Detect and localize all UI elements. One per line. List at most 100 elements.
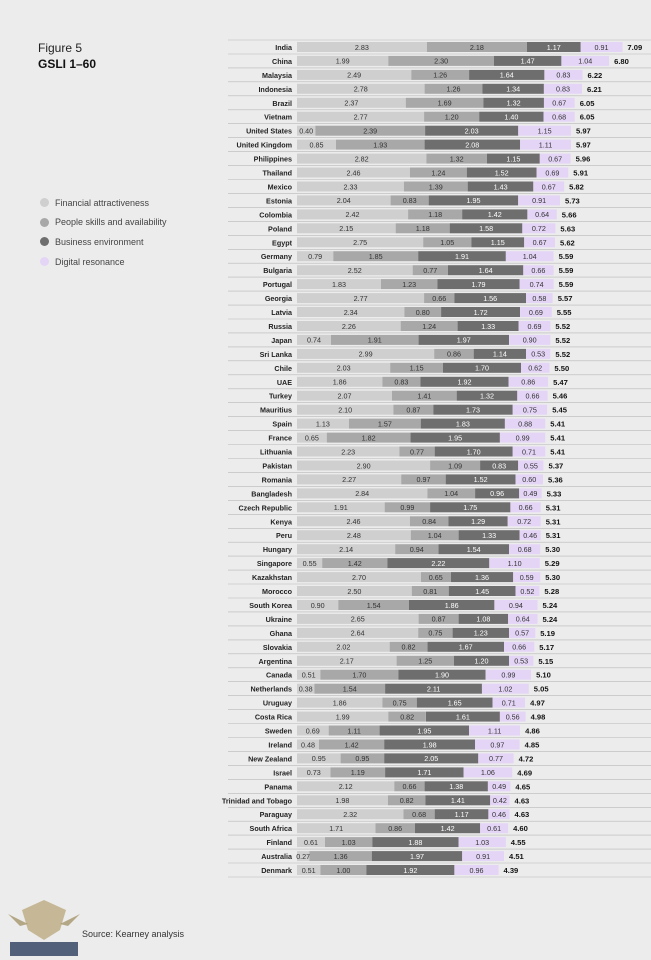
value-label-new-zealand-0: 0.95 (312, 754, 326, 763)
value-label-lithuania-3: 0.71 (522, 447, 536, 456)
value-label-canada-3: 0.99 (501, 671, 515, 680)
bar-segment-sri-lanka-2 (473, 348, 526, 359)
bar-segment-india-2 (527, 42, 581, 52)
total-label-israel: 4.69 (517, 768, 532, 777)
value-label-argentina-2: 1.20 (475, 657, 489, 666)
bar-segment-thailand-1 (409, 167, 467, 178)
value-label-kenya-0: 2.46 (347, 517, 361, 526)
bar-segment-spain-1 (348, 418, 421, 429)
value-label-sri-lanka-3: 0.53 (531, 350, 545, 359)
bar-segment-finland-1 (325, 837, 373, 848)
value-label-costa-rica-2: 1.61 (456, 712, 470, 721)
value-label-germany-3: 1.04 (523, 252, 537, 261)
value-label-israel-3: 1.06 (481, 768, 495, 777)
total-label-russia: 5.52 (555, 322, 570, 331)
value-label-ukraine-2: 1.08 (476, 615, 490, 624)
bar-segment-canada-2 (398, 669, 486, 680)
bar-segment-sweden-3 (469, 725, 520, 736)
bar-segment-romania-1 (401, 474, 446, 485)
value-label-singapore-0: 0.55 (303, 559, 317, 568)
country-label-panama: Panama (264, 782, 293, 791)
value-label-uae-2: 1.92 (458, 378, 472, 387)
value-label-sri-lanka-0: 2.99 (359, 350, 373, 359)
value-label-sweden-2: 1.95 (417, 726, 431, 735)
value-label-canada-1: 1.70 (352, 671, 366, 680)
bar-segment-japan-1 (331, 334, 419, 345)
bar-segment-ireland-2 (384, 739, 476, 750)
total-label-singapore: 5.29 (545, 559, 560, 568)
bar-segment-ireland-0 (297, 739, 319, 750)
country-label-hungary: Hungary (263, 545, 292, 554)
total-label-turkey: 5.46 (553, 392, 568, 401)
value-label-philippines-3: 0.67 (548, 154, 562, 163)
value-label-australia-0: 0.27 (296, 852, 310, 861)
bar-segment-philippines-1 (426, 153, 487, 164)
bar-segment-india-0 (297, 42, 427, 52)
bar-segment-vietnam-0 (297, 111, 425, 122)
bar-segment-panama-2 (424, 781, 488, 792)
value-label-estonia-1: 0.83 (403, 196, 417, 205)
country-label-south-africa: South Africa (250, 824, 293, 833)
bar-segment-sweden-1 (328, 725, 380, 736)
bar-segment-ghana-3 (509, 627, 536, 638)
total-label-poland: 5.63 (560, 224, 575, 233)
value-label-united-states-0: 0.40 (299, 127, 313, 136)
value-label-uruguay-2: 1.65 (448, 698, 462, 707)
bar-segment-united-states-3 (518, 125, 571, 136)
bar-segment-hungary-0 (297, 544, 396, 555)
value-label-morocco-1: 0.81 (423, 587, 437, 596)
legend-swatch-digital (40, 257, 49, 267)
bar-segment-south-africa-3 (480, 823, 509, 834)
bar-segment-mexico-2 (467, 181, 534, 192)
country-label-colombia: Colombia (259, 210, 293, 219)
bar-segment-indonesia-3 (543, 83, 582, 94)
country-label-sri-lanka: Sri Lanka (260, 350, 293, 359)
bar-segment-israel-3 (463, 767, 513, 778)
bar-segment-mauritius-2 (433, 404, 513, 415)
bar-segment-germany-2 (418, 251, 506, 262)
value-label-uae-1: 0.83 (394, 378, 408, 387)
legend-label-digital: Digital resonance (55, 256, 125, 267)
value-label-costa-rica-1: 0.82 (400, 712, 414, 721)
bar-segment-pakistan-2 (480, 460, 519, 471)
legend-swatch-financial (40, 198, 49, 208)
value-label-argentina-1: 1.25 (418, 657, 432, 666)
bar-segment-argentina-3 (509, 655, 534, 666)
value-label-lithuania-0: 2.23 (341, 447, 355, 456)
legend-label-people: People skills and availability (55, 217, 167, 228)
value-label-thailand-2: 1.52 (495, 168, 509, 177)
bar-segment-estonia-2 (428, 195, 519, 206)
value-label-trinidad-and-tobago-2: 1.41 (451, 796, 465, 805)
bar-segment-poland-0 (297, 223, 396, 234)
value-label-australia-3: 0.91 (476, 852, 490, 861)
value-label-south-africa-0: 1.71 (329, 824, 343, 833)
value-label-united-states-1: 2.39 (363, 127, 377, 136)
value-label-uae-0: 1.86 (333, 378, 347, 387)
bar-segment-poland-3 (522, 223, 556, 234)
bar-segment-slovakia-2 (427, 641, 505, 652)
bar-segment-hungary-1 (395, 544, 439, 555)
bar-segment-argentina-0 (297, 655, 397, 666)
country-label-new-zealand: New Zealand (248, 754, 292, 763)
value-label-estonia-0: 2.04 (337, 196, 351, 205)
bar-segment-philippines-3 (539, 153, 571, 164)
bar-segment-finland-3 (458, 837, 506, 848)
bar-segment-denmark-0 (297, 865, 321, 875)
bar-segment-new-zealand-2 (384, 753, 479, 764)
bar-segment-china-0 (297, 55, 389, 66)
bar-segment-ghana-1 (418, 627, 453, 638)
bar-segment-new-zealand-0 (297, 753, 341, 764)
total-label-united-kingdom: 5.97 (576, 141, 591, 150)
bar-segment-australia-2 (371, 851, 463, 862)
value-label-united-kingdom-3: 1.11 (539, 140, 552, 149)
value-label-kazakhstan-2: 1.36 (475, 573, 489, 582)
bar-segment-australia-1 (309, 851, 372, 862)
value-label-indonesia-1: 1.26 (447, 85, 461, 94)
value-label-bulgaria-2: 1.64 (479, 266, 493, 275)
value-label-vietnam-0: 2.77 (354, 113, 368, 122)
value-label-france-0: 0.65 (305, 433, 319, 442)
bar-segment-mauritius-3 (512, 404, 548, 415)
value-label-india-2: 1.17 (547, 43, 561, 52)
bar-segment-georgia-2 (454, 293, 526, 304)
